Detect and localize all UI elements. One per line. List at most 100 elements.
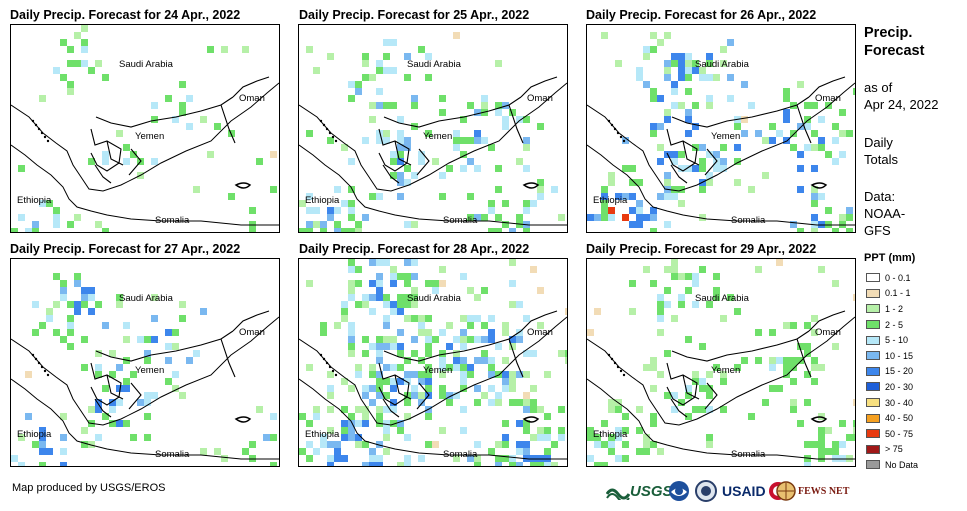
border-line: [106, 140, 124, 166]
border-line: [416, 148, 430, 176]
border-line: [670, 164, 688, 184]
legend-label: 15 - 20: [885, 366, 914, 377]
sidebar-totals-line2: Totals: [864, 152, 898, 167]
legend-label: No Data: [885, 459, 919, 470]
border-line: [378, 362, 410, 406]
sidebar-data-line1: Data:: [864, 189, 896, 204]
border-line: [90, 128, 122, 172]
legend-swatch: [866, 460, 880, 470]
border-line: [520, 310, 558, 332]
island-dot: [607, 353, 611, 357]
island-dot: [613, 361, 617, 365]
island-dot: [331, 135, 335, 139]
map-label-ethiopia: Ethiopia: [17, 195, 52, 206]
border-line: [671, 330, 810, 362]
border-line: [666, 362, 698, 406]
legend-item: 20 - 30: [866, 379, 918, 395]
panel-title-3: Daily Precip. Forecast for 26 Apr., 2022: [586, 8, 817, 22]
sidebar-data-line3: GFS: [864, 223, 891, 238]
border-line: [383, 330, 522, 362]
island-dot: [331, 369, 335, 373]
map-label-yemen: Yemen: [711, 365, 741, 376]
island-dot: [607, 119, 611, 123]
island-dot: [40, 131, 44, 135]
legend-label: 0.1 - 1: [885, 288, 911, 299]
fews-net-logo-text: FEWS NET: [798, 485, 850, 497]
precip-map: [299, 259, 567, 466]
border-line: [378, 128, 410, 172]
border-line: [416, 382, 430, 410]
island-dot: [46, 139, 50, 143]
map-label-saudi: Saudi Arabia: [695, 59, 749, 70]
island-dot: [610, 123, 614, 127]
legend-swatch: [866, 413, 880, 423]
panel-title-5: Daily Precip. Forecast for 28 Apr., 2022: [299, 242, 530, 256]
legend-label: 10 - 15: [885, 350, 914, 361]
precip-map: [587, 259, 855, 466]
legend-swatch: [866, 335, 880, 345]
border-line: [704, 148, 718, 176]
legend-item: 30 - 40: [866, 395, 918, 411]
island-dot: [325, 361, 329, 365]
map-label-saudi: Saudi Arabia: [407, 293, 461, 304]
island-dot: [328, 365, 332, 369]
border-line: [394, 374, 412, 400]
border-line: [666, 128, 698, 172]
border-line: [808, 310, 846, 332]
legend-swatch: [866, 366, 880, 376]
legend-item: 0 - 0.1: [866, 270, 918, 286]
legend-label: 5 - 10: [885, 335, 909, 346]
legend-swatch: [866, 273, 880, 283]
island-dot: [31, 119, 35, 123]
legend-label: 40 - 50: [885, 413, 914, 424]
island-dot: [325, 127, 329, 131]
border-line: [128, 382, 142, 410]
legend-item: 5 - 10: [866, 332, 918, 348]
map-panel-2: Saudi Arabia Oman Yemen Ethiopia Somalia: [298, 24, 568, 233]
sidebar-data-line2: NOAA-: [864, 206, 906, 221]
map-label-ethiopia: Ethiopia: [593, 429, 628, 440]
fews-net-globe-icon: [776, 481, 796, 501]
legend-swatch: [866, 351, 880, 361]
border-line: [232, 76, 270, 98]
legend-item: 10 - 15: [866, 348, 918, 364]
sidebar-totals: Daily Totals: [864, 134, 898, 168]
coastline-africa: [11, 378, 279, 460]
island-dot: [34, 123, 38, 127]
border-line: [128, 148, 142, 176]
legend-swatch: [866, 382, 880, 392]
sidebar-data-source: Data: NOAA- GFS: [864, 188, 905, 239]
noaa-seal-icon: [669, 481, 689, 501]
legend-item: > 75: [866, 442, 918, 458]
island-dot: [328, 131, 332, 135]
border-line: [95, 96, 234, 128]
panel-title-2: Daily Precip. Forecast for 25 Apr., 2022: [299, 8, 530, 22]
coastline-africa: [587, 144, 855, 226]
island-dot: [613, 127, 617, 131]
island-outline: [522, 182, 540, 189]
legend-swatch: [866, 304, 880, 314]
panel-title-4: Daily Precip. Forecast for 27 Apr., 2022: [10, 242, 241, 256]
coastline: [11, 316, 279, 426]
island-dot: [616, 131, 620, 135]
legend-swatch: [866, 444, 880, 454]
island-dot: [616, 365, 620, 369]
sidebar-asof-line2: Apr 24, 2022: [864, 97, 939, 112]
legend-item: 1 - 2: [866, 301, 918, 317]
border-line: [220, 104, 236, 144]
usaid-logo-text: USAID: [722, 483, 766, 499]
legend-label: 2 - 5: [885, 319, 904, 330]
legend-item: 0.1 - 1: [866, 286, 918, 302]
island-dot: [43, 135, 47, 139]
border-line: [382, 164, 400, 184]
map-label-yemen: Yemen: [135, 365, 165, 376]
island-dot: [40, 365, 44, 369]
island-dot: [610, 357, 614, 361]
map-label-saudi: Saudi Arabia: [407, 59, 461, 70]
legend-label: 50 - 75: [885, 428, 914, 439]
border-line: [106, 374, 124, 400]
map-label-somalia: Somalia: [443, 449, 478, 460]
island-dot: [37, 127, 41, 131]
island-dot: [34, 357, 38, 361]
sidebar-asof: as of Apr 24, 2022: [864, 79, 938, 113]
